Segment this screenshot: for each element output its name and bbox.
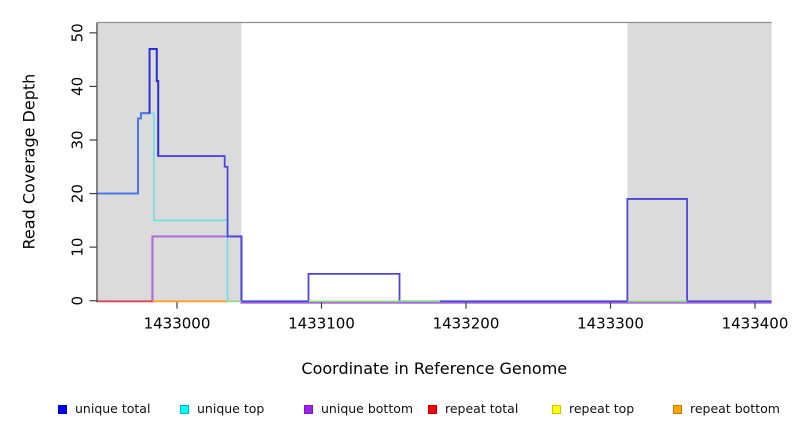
legend-label-repeat-bottom: repeat bottom <box>690 401 780 416</box>
legend-item-unique-total: unique total <box>58 399 150 419</box>
x-tick-label: 1433400 <box>722 315 789 333</box>
x-tick-label: 1433100 <box>288 315 355 333</box>
coverage-plot-svg: 0 10 20 30 40 50 1433000 1433100 1433200 1433300 1… <box>20 21 789 378</box>
legend-swatch-repeat-top <box>552 404 561 414</box>
legend-label-unique-total: unique total <box>75 401 151 416</box>
legend-swatch-unique-bottom <box>304 404 313 414</box>
shaded-region <box>627 22 772 303</box>
x-tick-label: 1433300 <box>577 315 644 333</box>
series-unique-total-segment <box>96 112 150 195</box>
legend-item-repeat-bottom: repeat bottom <box>673 399 780 419</box>
legend-swatch-unique-top <box>180 404 189 414</box>
series-unique-total-segment <box>148 48 160 157</box>
legend-swatch-repeat-bottom <box>673 404 682 414</box>
legend-label-unique-top: unique top <box>197 401 265 416</box>
legend-item-repeat-top: repeat top <box>552 399 634 419</box>
y-tick-label: 30 <box>69 130 87 149</box>
y-axis-title: Read Coverage Depth <box>20 74 39 250</box>
legend-swatch-repeat-total <box>428 404 437 414</box>
legend-item-repeat-total: repeat total <box>428 399 518 419</box>
y-tick-label: 20 <box>69 184 87 203</box>
y-tick-label: 40 <box>69 77 87 96</box>
x-axis-title: Coordinate in Reference Genome <box>301 359 567 378</box>
legend-item-unique-bottom: unique bottom <box>304 399 413 419</box>
legend-label-unique-bottom: unique bottom <box>321 401 414 416</box>
legend-item-unique-top: unique top <box>180 399 264 419</box>
coverage-plot: 0 10 20 30 40 50 1433000 1433100 1433200 1433300 1… <box>20 21 789 378</box>
legend-label-repeat-top: repeat top <box>569 401 635 416</box>
legend: unique total unique top unique bottom repea… <box>0 399 792 421</box>
legend-swatch-unique-total <box>58 404 67 414</box>
y-tick-label: 50 <box>69 23 87 42</box>
y-tick-label: 0 <box>69 296 87 306</box>
legend-label-repeat-total: repeat total <box>445 401 519 416</box>
x-tick-label: 1433000 <box>144 315 211 333</box>
y-tick-label: 10 <box>69 238 87 257</box>
x-tick-label: 1433200 <box>433 315 500 333</box>
shaded-region <box>96 22 242 303</box>
